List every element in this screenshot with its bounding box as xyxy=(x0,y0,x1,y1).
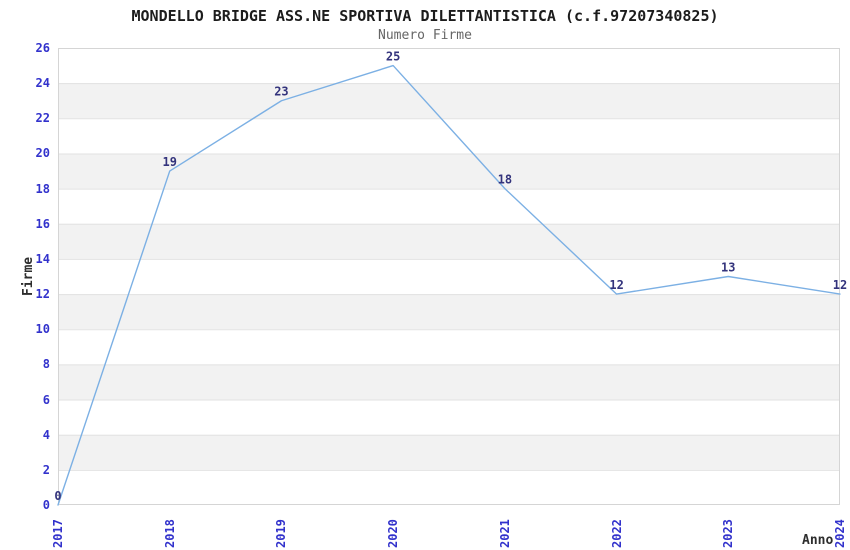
y-tick-label: 12 xyxy=(35,287,50,302)
data-point-label: 18 xyxy=(498,173,512,187)
data-point-label: 12 xyxy=(609,278,623,292)
y-tick-label: 14 xyxy=(35,251,50,266)
y-tick-label: 24 xyxy=(35,76,50,91)
x-tick-label-text: 2017 xyxy=(51,519,65,548)
y-tick-label: 26 xyxy=(35,41,50,55)
plot-band xyxy=(58,223,840,259)
data-point-label: 12 xyxy=(833,278,847,292)
x-tick-label-text: 2023 xyxy=(721,519,736,548)
y-tick-label: 2 xyxy=(42,462,50,477)
data-point-label: 19 xyxy=(162,155,176,169)
plot-band xyxy=(58,364,840,400)
y-tick-label: 0 xyxy=(42,498,50,512)
plot-border xyxy=(58,48,840,505)
x-tick-label-text: 2020 xyxy=(386,519,401,548)
plot-band xyxy=(58,294,840,330)
y-tick-label: 20 xyxy=(35,146,50,161)
x-tick-label-text: 2021 xyxy=(497,519,512,548)
data-point-label: 23 xyxy=(274,85,288,99)
x-tick-label-text: 2022 xyxy=(609,519,624,548)
line-chart-svg: 0 19 23 25 18 12 13 12 xyxy=(54,48,847,506)
y-tick-label: 8 xyxy=(42,357,50,372)
data-point-label: 0 xyxy=(54,489,61,503)
x-tick-label-text: 2018 xyxy=(162,519,177,548)
chart-title: MONDELLO BRIDGE ASS.NE SPORTIVA DILETTAN… xyxy=(131,7,719,25)
plot-area: 0 19 23 25 18 12 13 12 xyxy=(54,48,847,506)
data-line xyxy=(57,64,841,506)
plot-band xyxy=(58,83,840,119)
y-tick-label: 18 xyxy=(35,181,50,196)
data-point-label: 25 xyxy=(386,50,400,64)
chart-subtitle: Numero Firme xyxy=(378,28,472,43)
y-tick-label: 16 xyxy=(35,216,50,231)
x-tick-label-text: 2019 xyxy=(274,519,289,548)
x-tick-label-text: 2024 xyxy=(833,519,847,548)
y-tick-label: 6 xyxy=(42,392,50,407)
x-axis-title: Anno xyxy=(802,533,834,548)
y-tick-label: 22 xyxy=(35,111,50,126)
data-point-label: 13 xyxy=(721,261,735,275)
y-tick-label: 4 xyxy=(42,427,50,442)
plot-band xyxy=(58,434,840,470)
y-tick-label: 10 xyxy=(35,322,50,337)
